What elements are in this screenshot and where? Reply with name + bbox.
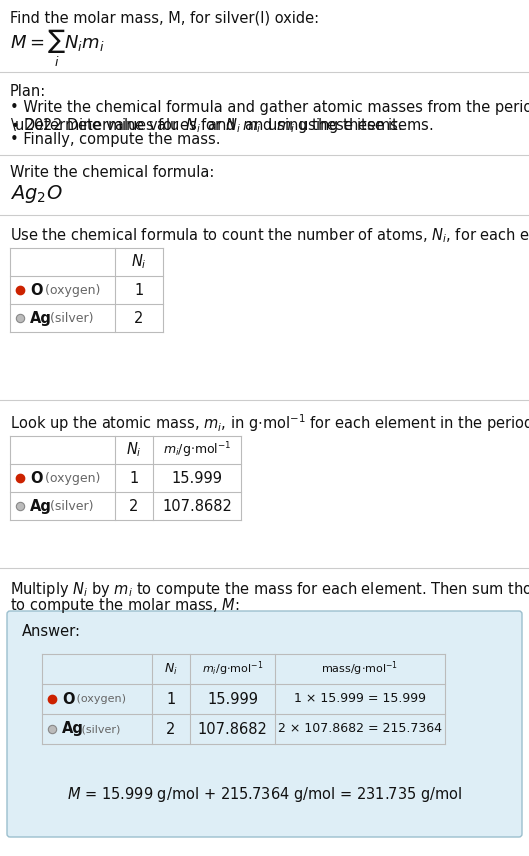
Text: Ag: Ag bbox=[30, 498, 52, 514]
Text: Ag: Ag bbox=[62, 722, 84, 736]
Text: 2: 2 bbox=[129, 498, 139, 514]
Text: 15.999: 15.999 bbox=[171, 471, 223, 485]
Text: $m_i$/g$\cdot$mol$^{-1}$: $m_i$/g$\cdot$mol$^{-1}$ bbox=[163, 440, 231, 460]
Text: 2: 2 bbox=[134, 311, 144, 325]
FancyBboxPatch shape bbox=[7, 611, 522, 837]
Text: to compute the molar mass, $M$:: to compute the molar mass, $M$: bbox=[10, 596, 240, 615]
Text: 1 × 15.999 = 15.999: 1 × 15.999 = 15.999 bbox=[294, 693, 426, 705]
Text: Write the chemical formula:: Write the chemical formula: bbox=[10, 165, 214, 180]
Text: \u2022 Determine values for $N_i$ and $m_i$ using these items.: \u2022 Determine values for $N_i$ and $m… bbox=[10, 116, 434, 135]
Text: Look up the atomic mass, $m_i$, in g$\cdot$mol$^{-1}$ for each element in the pe: Look up the atomic mass, $m_i$, in g$\cd… bbox=[10, 412, 529, 434]
Text: Answer:: Answer: bbox=[22, 624, 81, 639]
Text: $N_i$: $N_i$ bbox=[126, 441, 142, 460]
Text: Plan:: Plan: bbox=[10, 84, 46, 99]
Text: mass/g$\cdot$mol$^{-1}$: mass/g$\cdot$mol$^{-1}$ bbox=[322, 660, 398, 678]
Text: (silver): (silver) bbox=[46, 312, 94, 324]
Text: Use the chemical formula to count the number of atoms, $N_i$, for each element:: Use the chemical formula to count the nu… bbox=[10, 226, 529, 245]
Text: Ag$_2$O: Ag$_2$O bbox=[10, 183, 63, 205]
Text: (silver): (silver) bbox=[46, 500, 94, 513]
Text: • Finally, compute the mass.: • Finally, compute the mass. bbox=[10, 132, 221, 147]
Text: $M$ = 15.999 g/mol + 215.7364 g/mol = 231.735 g/mol: $M$ = 15.999 g/mol + 215.7364 g/mol = 23… bbox=[67, 784, 462, 804]
Text: O: O bbox=[62, 692, 75, 706]
Text: 2 × 107.8682 = 215.7364: 2 × 107.8682 = 215.7364 bbox=[278, 722, 442, 735]
Text: (oxygen): (oxygen) bbox=[41, 283, 101, 296]
Text: (oxygen): (oxygen) bbox=[73, 694, 126, 704]
Text: O: O bbox=[30, 471, 42, 485]
Text: Ag: Ag bbox=[30, 311, 52, 325]
Text: $N_i$: $N_i$ bbox=[131, 253, 147, 271]
Text: $m_i$/g$\cdot$mol$^{-1}$: $m_i$/g$\cdot$mol$^{-1}$ bbox=[202, 660, 263, 678]
Text: 1: 1 bbox=[167, 692, 176, 706]
Text: 2: 2 bbox=[166, 722, 176, 736]
Text: (silver): (silver) bbox=[78, 724, 121, 734]
Text: 1: 1 bbox=[134, 282, 144, 298]
Text: O: O bbox=[30, 282, 42, 298]
Text: Multiply $N_i$ by $m_i$ to compute the mass for each element. Then sum those val: Multiply $N_i$ by $m_i$ to compute the m… bbox=[10, 580, 529, 599]
Text: $M = \sum_i N_i m_i$: $M = \sum_i N_i m_i$ bbox=[10, 28, 104, 69]
Text: 107.8682: 107.8682 bbox=[162, 498, 232, 514]
Text: 15.999: 15.999 bbox=[207, 692, 258, 706]
Text: 1: 1 bbox=[130, 471, 139, 485]
Text: • Determine values for  $N_i$  and  $m_i$  using these items.: • Determine values for $N_i$ and $m_i$ u… bbox=[10, 116, 403, 135]
Text: Find the molar mass, M, for silver(I) oxide:: Find the molar mass, M, for silver(I) ox… bbox=[10, 10, 319, 25]
Text: 107.8682: 107.8682 bbox=[197, 722, 268, 736]
Text: $N_i$: $N_i$ bbox=[164, 662, 178, 676]
Text: • Write the chemical formula and gather atomic masses from the periodic table.: • Write the chemical formula and gather … bbox=[10, 100, 529, 115]
Text: (oxygen): (oxygen) bbox=[41, 472, 101, 484]
